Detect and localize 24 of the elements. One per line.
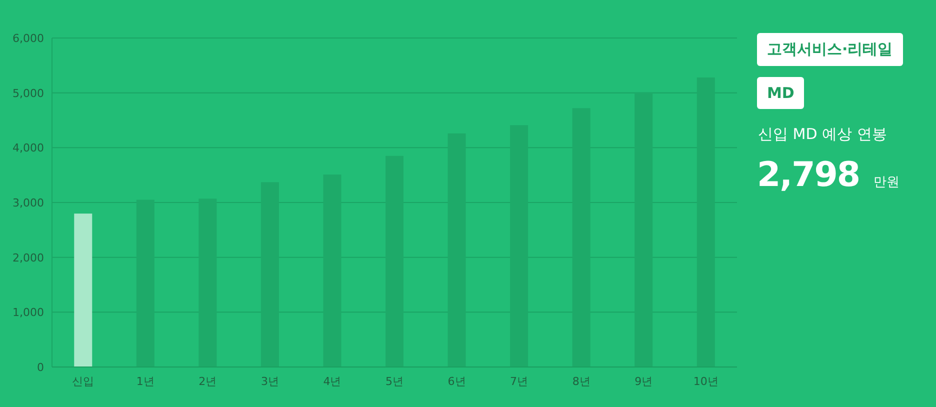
x-tick-label: 8년	[572, 375, 590, 388]
x-tick-label: 신입	[72, 375, 94, 388]
text: 고객서비스·리테일	[757, 33, 903, 66]
text: 2,798	[757, 155, 860, 195]
text: 만원	[874, 174, 900, 191]
y-tick-label: 1,000	[12, 306, 44, 320]
text: MD	[757, 77, 804, 109]
y-tick-label: 2,000	[12, 251, 44, 264]
x-tick-label: 5년	[386, 375, 404, 388]
x-tick-label: 4년	[323, 375, 342, 388]
bar	[74, 214, 92, 367]
y-tick-label: 0	[37, 361, 44, 374]
x-tick-label: 7년	[510, 375, 528, 388]
x-tick-label: 10년	[693, 375, 718, 388]
text: 신입 MD 예상 연봉	[758, 125, 887, 144]
y-tick-label: 4,000	[12, 142, 44, 155]
x-tick-label: 3년	[260, 375, 279, 388]
x-tick-label: 2년	[198, 375, 217, 388]
x-tick-label: 6년	[448, 375, 466, 388]
y-tick-label: 5,000	[12, 86, 44, 100]
y-tick-label: 6,000	[12, 32, 44, 45]
y-tick-label: 3,000	[12, 196, 44, 210]
x-tick-label: 1년	[136, 375, 154, 388]
x-tick-label: 9년	[634, 375, 653, 388]
